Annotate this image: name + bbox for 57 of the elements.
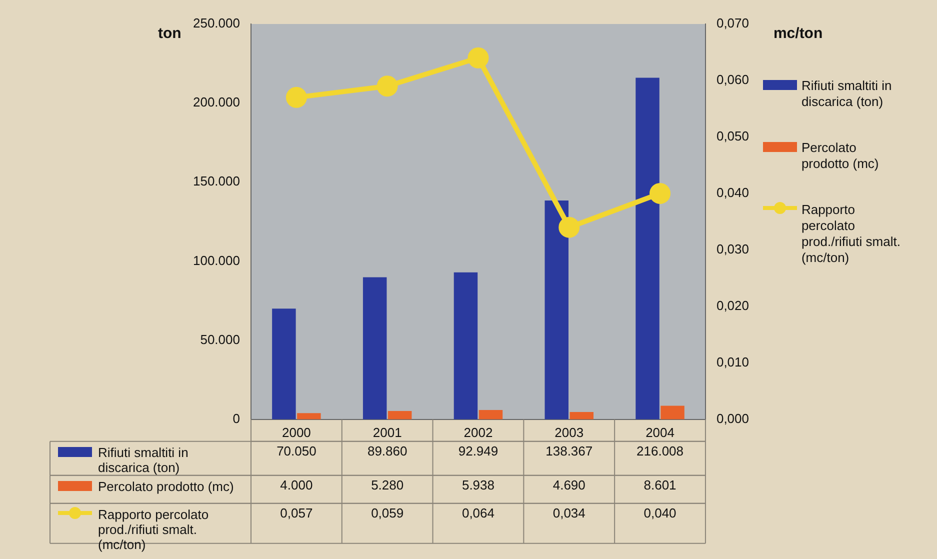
y-tick-label: 200.000 [192, 94, 240, 110]
y2-tick-label: 0,020 [716, 298, 750, 314]
legend-label: Rifiuti smaltiti in discarica (ton) [98, 445, 190, 476]
bar [570, 412, 594, 420]
data-label: 0,034 [552, 505, 586, 520]
y2-tick-label: 0,030 [716, 242, 750, 257]
x-tick-label: 2003 [554, 424, 584, 440]
data-label: 92.949 [458, 443, 498, 458]
bar [297, 413, 321, 420]
data-label: 0,040 [644, 505, 676, 520]
point [468, 47, 489, 68]
y2-tick-label: 0,050 [716, 128, 750, 144]
text: Rifiuti smaltiti in discarica (ton) [801, 78, 892, 109]
y2-tick-label: 0,010 [716, 354, 750, 370]
point [286, 86, 307, 108]
legend-label: Percolato prodotto (mc) [98, 479, 234, 494]
text: Percolato prodotto (mc) [801, 140, 879, 171]
y-tick-label: 50.000 [200, 332, 240, 347]
data-label: 8.601 [644, 477, 676, 492]
data-label: 0,064 [462, 505, 495, 520]
data-label: 138.367 [546, 443, 593, 458]
data-label: 0,057 [280, 505, 313, 520]
point [376, 76, 398, 97]
data-label: 4.000 [280, 477, 313, 492]
bar [272, 308, 296, 420]
bar [454, 272, 478, 420]
y-axis-title: ton [158, 25, 182, 42]
data-label: 4.690 [552, 477, 586, 492]
y2-tick-label: 0,070 [716, 16, 750, 31]
legend-label: Rapporto percolato prod./rifiuti smalt. (mc/ton) [801, 202, 902, 266]
data-label: 89.860 [367, 443, 408, 458]
y2-tick-label: 0,060 [716, 72, 750, 88]
y-tick-label: 250.000 [192, 16, 240, 31]
y-tick-label: 100.000 [192, 252, 240, 268]
point [558, 216, 580, 238]
y-tick-label: 0 [232, 410, 240, 426]
bar [544, 200, 568, 420]
x-tick-label: 2001 [372, 424, 402, 440]
bar [636, 78, 660, 420]
point [650, 182, 671, 204]
data-label: 5.280 [371, 477, 404, 492]
bar [478, 410, 503, 420]
bar [362, 277, 387, 420]
y2-axis-title: mc/ton [773, 25, 823, 42]
bar [660, 406, 684, 420]
y2-tick-label: 0,000 [716, 410, 750, 426]
data-label: 0,059 [371, 505, 404, 520]
data-label: 70.050 [276, 443, 316, 458]
y-tick-label: 150.000 [192, 174, 240, 189]
text: Rapporto percolato prod./rifiuti smalt. (mc/ton) [98, 507, 209, 552]
x-tick-label: 2002 [464, 424, 493, 440]
x-tick-label: 2004 [646, 424, 674, 440]
data-label: 216.008 [636, 443, 684, 458]
bar [388, 411, 412, 420]
data-label: 5.938 [462, 477, 495, 492]
x-tick-label: 2000 [282, 424, 311, 440]
y2-tick-label: 0,040 [716, 185, 750, 200]
